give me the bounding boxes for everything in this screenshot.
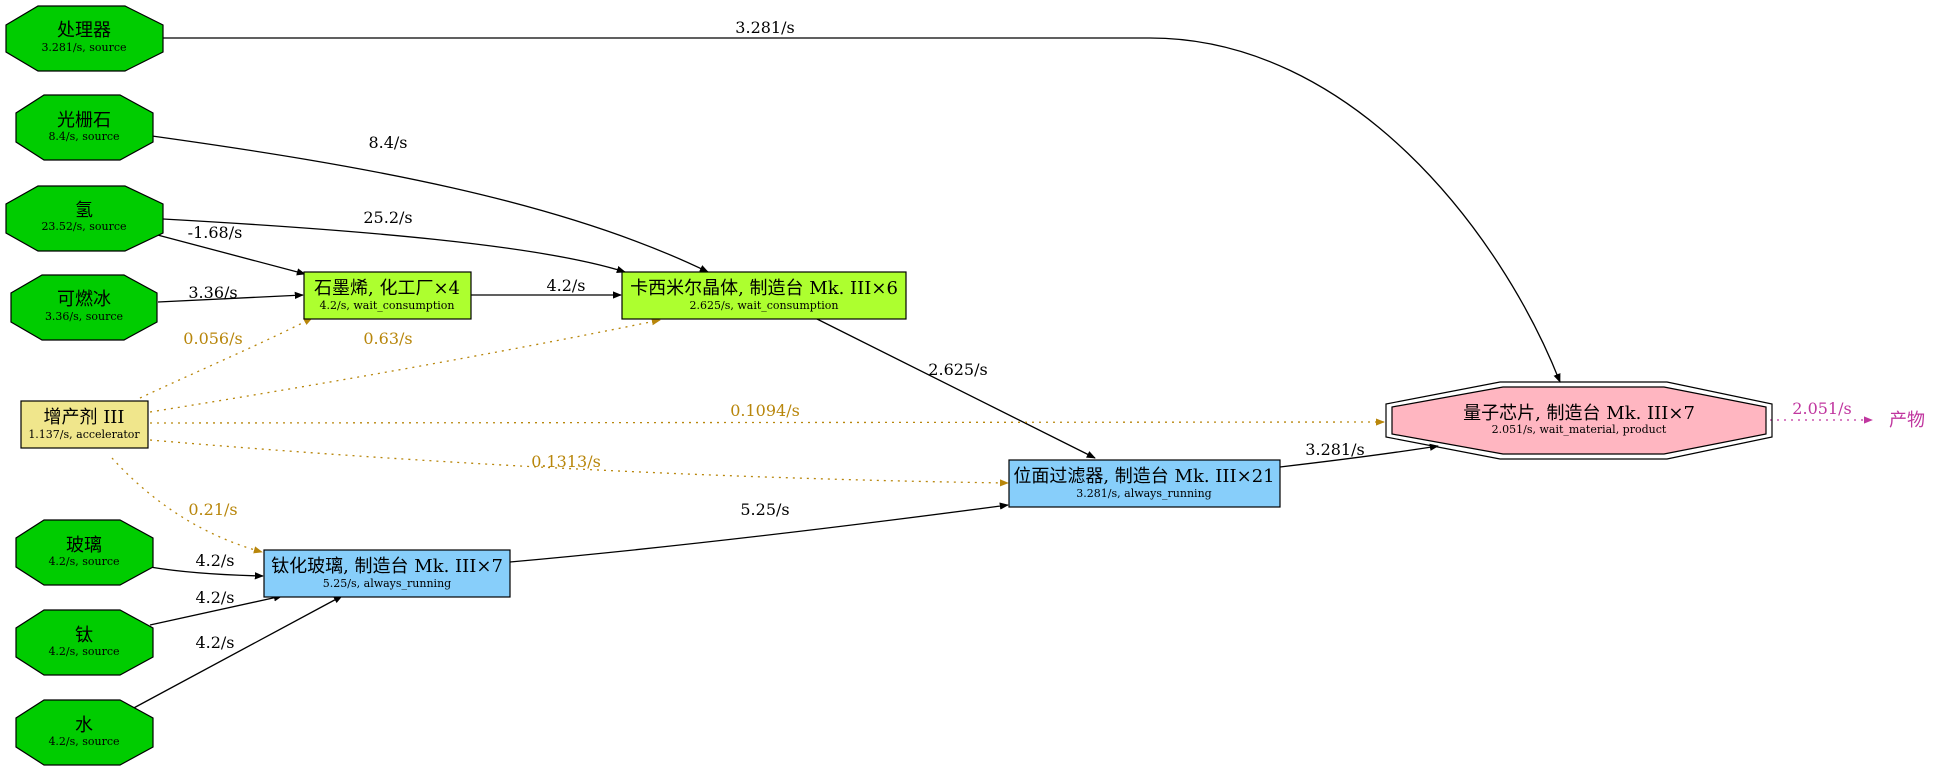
node-graphene-sub: 4.2/s, wait_consumption — [320, 299, 455, 312]
node-graphene: 石墨烯, 化工厂×4 4.2/s, wait_consumption — [303, 271, 472, 320]
node-glass-title: 玻璃 — [66, 535, 102, 556]
label-graphene-casimir: 4.2/s — [546, 276, 585, 295]
edge-glass-tiglass — [149, 566, 264, 580]
label-hydrogen-casimir: 25.2/s — [363, 208, 412, 227]
edge-filter-quantum — [1279, 443, 1439, 468]
label-titanium-tiglass: 4.2/s — [195, 588, 234, 607]
node-quantum-outer — [1385, 381, 1773, 460]
edge-water-tiglass — [129, 595, 343, 711]
node-water-title: 水 — [75, 715, 93, 736]
node-casimir: 卡西米尔晶体, 制造台 Mk. III×6 2.625/s, wait_cons… — [621, 271, 907, 320]
output-label: 产物 — [1889, 410, 1925, 431]
node-graphene-shape — [303, 271, 472, 320]
label-tiglass-filter: 5.25/s — [740, 500, 789, 519]
edge-acc-casimir — [149, 318, 661, 413]
label-acc-graphene: 0.056/s — [183, 329, 242, 348]
node-ti-glass: 钛化玻璃, 制造台 Mk. III×7 5.25/s, always_runni… — [263, 549, 511, 598]
edge-casimir-filter — [814, 317, 1096, 459]
edge-tiglass-filter — [509, 502, 1009, 563]
node-glass-shape — [15, 519, 154, 586]
label-acc-quantum: 0.1094/s — [730, 401, 800, 420]
label-casimir-filter: 2.625/s — [928, 360, 987, 379]
node-filter: 位面过滤器, 制造台 Mk. III×21 3.281/s, always_ru… — [1008, 459, 1281, 508]
node-filter-sub: 3.281/s, always_running — [1076, 487, 1211, 500]
node-hydrogen-sub: 23.52/s, source — [41, 220, 126, 233]
node-processor: 处理器 3.281/s, source — [5, 5, 164, 72]
edges — [111, 37, 1873, 711]
label-acc-casimir: 0.63/s — [363, 329, 412, 348]
edge-hydrogen-casimir — [162, 218, 626, 273]
node-filter-shape — [1008, 459, 1281, 508]
edge-titanium-tiglass — [149, 594, 283, 626]
node-water: 水 4.2/s, source — [15, 699, 154, 766]
node-titanium: 钛 4.2/s, source — [15, 609, 154, 676]
node-filter-title: 位面过滤器, 制造台 Mk. III×21 — [1013, 466, 1274, 487]
node-ti-glass-sub: 5.25/s, always_running — [323, 577, 451, 590]
node-processor-shape — [5, 5, 164, 72]
node-casimir-shape — [621, 271, 907, 320]
node-water-shape — [15, 699, 154, 766]
node-glass: 玻璃 4.2/s, source — [15, 519, 154, 586]
node-hydrogen: 氢 23.52/s, source — [5, 185, 164, 252]
node-water-sub: 4.2/s, source — [48, 735, 119, 748]
node-processor-title: 处理器 — [57, 20, 111, 41]
label-fireice-graphene: 3.36/s — [188, 283, 237, 302]
label-grating-casimir: 8.4/s — [368, 133, 407, 152]
node-graphene-title: 石墨烯, 化工厂×4 — [314, 278, 460, 299]
node-quantum-shape — [1391, 386, 1767, 455]
node-fire-ice-title: 可燃冰 — [57, 289, 111, 310]
node-fire-ice-sub: 3.36/s, source — [45, 310, 123, 323]
label-acc-filter: 0.1313/s — [531, 452, 601, 471]
node-casimir-title: 卡西米尔晶体, 制造台 Mk. III×6 — [630, 278, 898, 299]
label-glass-tiglass: 4.2/s — [195, 551, 234, 570]
node-proliferator: 增产剂 III 1.137/s, accelerator — [20, 400, 149, 449]
node-grating: 光栅石 8.4/s, source — [15, 94, 154, 161]
node-grating-sub: 8.4/s, source — [48, 130, 119, 143]
edge-acc-quantum — [149, 418, 1385, 426]
label-acc-tiglass: 0.21/s — [188, 500, 237, 519]
node-grating-shape — [15, 94, 154, 161]
edge-fireice-graphene — [157, 291, 304, 303]
node-quantum-sub: 2.051/s, wait_material, product — [1492, 423, 1667, 436]
label-quantum-output: 2.051/s — [1792, 399, 1851, 418]
node-titanium-shape — [15, 609, 154, 676]
node-casimir-sub: 2.625/s, wait_consumption — [690, 299, 839, 312]
node-hydrogen-shape — [5, 185, 164, 252]
edge-hydrogen-graphene — [149, 232, 306, 276]
node-titanium-title: 钛 — [75, 625, 93, 646]
node-grating-title: 光栅石 — [57, 110, 111, 131]
node-fire-ice-shape — [10, 274, 158, 341]
node-fire-ice: 可燃冰 3.36/s, source — [10, 274, 158, 341]
node-ti-glass-title: 钛化玻璃, 制造台 Mk. III×7 — [271, 556, 503, 577]
node-proliferator-title: 增产剂 III — [43, 407, 124, 428]
node-ti-glass-shape — [263, 549, 511, 598]
node-processor-sub: 3.281/s, source — [41, 41, 126, 54]
node-glass-sub: 4.2/s, source — [48, 555, 119, 568]
edge-labels: 3.281/s 8.4/s 25.2/s -1.68/s 3.36/s 4.2/… — [183, 18, 1851, 652]
edge-grating-casimir — [151, 135, 709, 273]
label-filter-quantum: 3.281/s — [1305, 440, 1364, 459]
edge-acc-filter — [149, 439, 1009, 487]
node-proliferator-shape — [20, 400, 149, 449]
node-hydrogen-title: 氢 — [75, 200, 93, 221]
label-water-tiglass: 4.2/s — [195, 633, 234, 652]
node-proliferator-sub: 1.137/s, accelerator — [28, 428, 140, 441]
node-titanium-sub: 4.2/s, source — [48, 645, 119, 658]
label-processor-quantum: 3.281/s — [735, 18, 794, 37]
label-hydrogen-graphene: -1.68/s — [188, 223, 243, 242]
node-quantum: 量子芯片, 制造台 Mk. III×7 2.051/s, wait_materi… — [1385, 381, 1773, 460]
node-quantum-title: 量子芯片, 制造台 Mk. III×7 — [1463, 403, 1695, 424]
edge-processor-quantum — [163, 37, 1561, 383]
